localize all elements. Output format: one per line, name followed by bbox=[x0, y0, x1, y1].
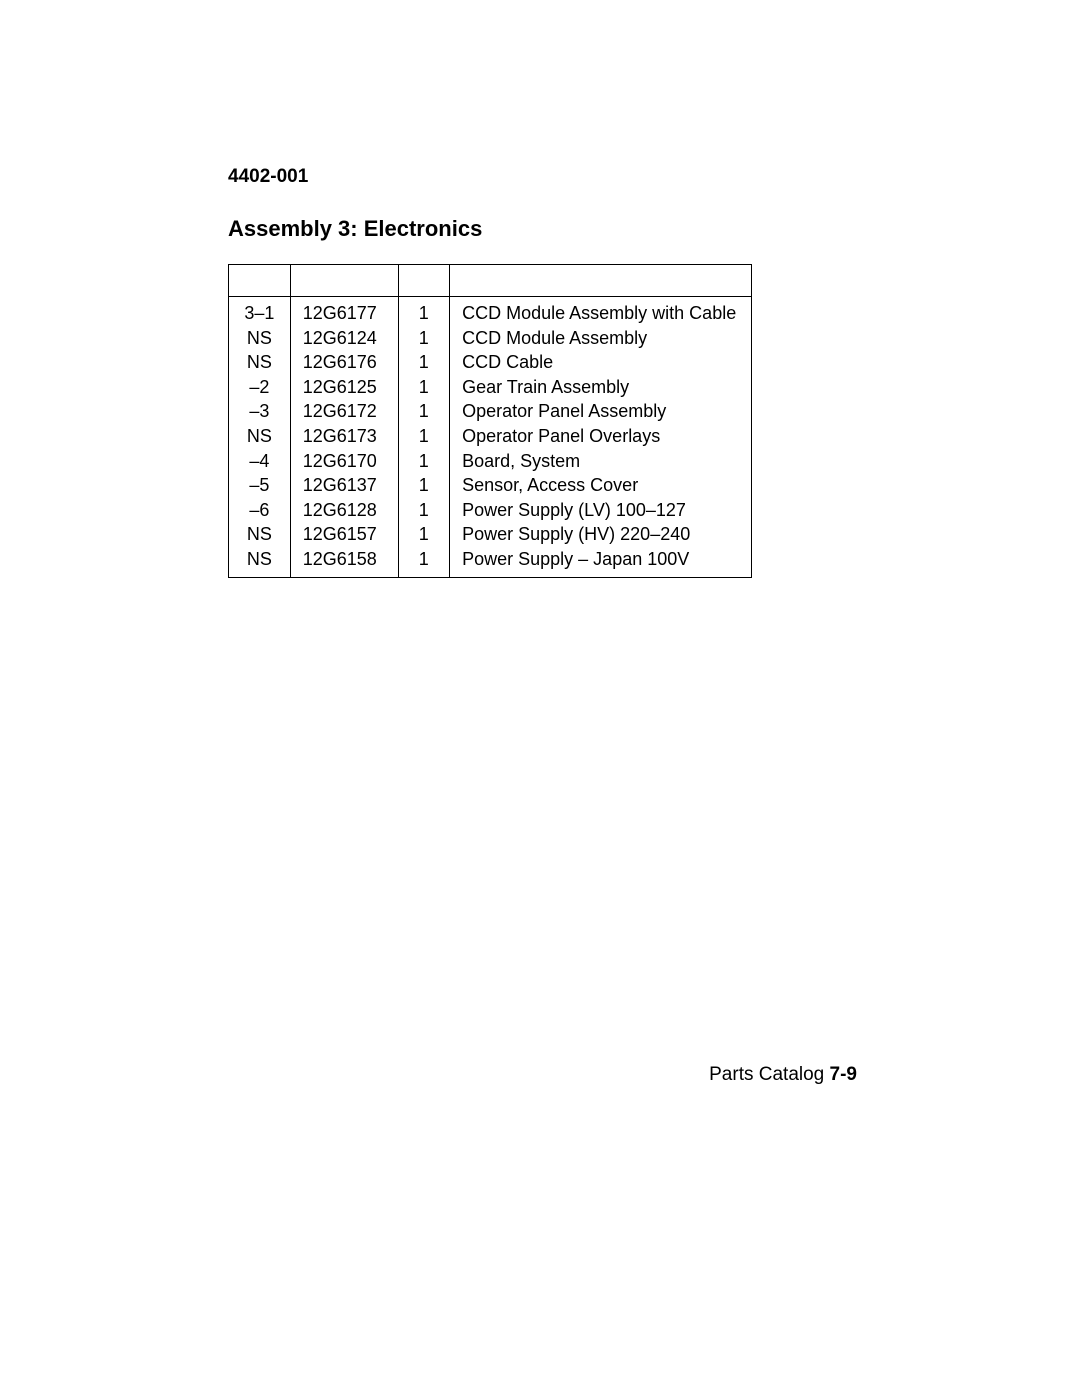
cell-part: 12G6157 bbox=[291, 522, 398, 547]
table-header-row bbox=[229, 265, 752, 297]
qty-column: 1 1 1 1 1 1 1 1 1 1 1 bbox=[398, 297, 450, 578]
cell-desc: CCD Cable bbox=[450, 350, 751, 375]
cell-qty: 1 bbox=[399, 547, 450, 572]
section-title: Assembly 3: Electronics bbox=[228, 216, 868, 242]
cell-index: –2 bbox=[229, 375, 290, 400]
cell-index: –3 bbox=[229, 399, 290, 424]
desc-list: CCD Module Assembly with Cable CCD Modul… bbox=[450, 301, 751, 572]
cell-part: 12G6137 bbox=[291, 473, 398, 498]
header-cell-part bbox=[290, 265, 398, 297]
cell-desc: Gear Train Assembly bbox=[450, 375, 751, 400]
cell-qty: 1 bbox=[399, 301, 450, 326]
cell-index: –5 bbox=[229, 473, 290, 498]
cell-index: 3–1 bbox=[229, 301, 290, 326]
desc-column: CCD Module Assembly with Cable CCD Modul… bbox=[450, 297, 752, 578]
cell-part: 12G6158 bbox=[291, 547, 398, 572]
table-body-row: 3–1 NS NS –2 –3 NS –4 –5 –6 NS NS 12G617… bbox=[229, 297, 752, 578]
cell-desc: Power Supply (LV) 100–127 bbox=[450, 498, 751, 523]
qty-list: 1 1 1 1 1 1 1 1 1 1 1 bbox=[399, 301, 450, 572]
cell-qty: 1 bbox=[399, 473, 450, 498]
cell-desc: Operator Panel Overlays bbox=[450, 424, 751, 449]
cell-desc: Operator Panel Assembly bbox=[450, 399, 751, 424]
cell-qty: 1 bbox=[399, 449, 450, 474]
cell-qty: 1 bbox=[399, 350, 450, 375]
header-cell-desc bbox=[450, 265, 752, 297]
cell-desc: Power Supply – Japan 100V bbox=[450, 547, 751, 572]
cell-desc: Power Supply (HV) 220–240 bbox=[450, 522, 751, 547]
cell-index: NS bbox=[229, 350, 290, 375]
cell-part: 12G6125 bbox=[291, 375, 398, 400]
cell-part: 12G6173 bbox=[291, 424, 398, 449]
footer-label: Parts Catalog bbox=[709, 1064, 824, 1085]
part-column: 12G6177 12G6124 12G6176 12G6125 12G6172 … bbox=[290, 297, 398, 578]
cell-index: NS bbox=[229, 424, 290, 449]
cell-qty: 1 bbox=[399, 375, 450, 400]
cell-qty: 1 bbox=[399, 399, 450, 424]
cell-part: 12G6128 bbox=[291, 498, 398, 523]
document-number: 4402-001 bbox=[228, 166, 868, 188]
cell-index: NS bbox=[229, 547, 290, 572]
header-cell-qty bbox=[398, 265, 450, 297]
page-footer: Parts Catalog 7-9 bbox=[709, 1064, 857, 1086]
cell-qty: 1 bbox=[399, 522, 450, 547]
cell-index: NS bbox=[229, 326, 290, 351]
cell-index: –6 bbox=[229, 498, 290, 523]
cell-index: –4 bbox=[229, 449, 290, 474]
cell-desc: CCD Module Assembly bbox=[450, 326, 751, 351]
footer-page-number: 7-9 bbox=[830, 1064, 857, 1085]
part-list: 12G6177 12G6124 12G6176 12G6125 12G6172 … bbox=[291, 301, 398, 572]
index-column: 3–1 NS NS –2 –3 NS –4 –5 –6 NS NS bbox=[229, 297, 291, 578]
cell-part: 12G6170 bbox=[291, 449, 398, 474]
cell-part: 12G6177 bbox=[291, 301, 398, 326]
cell-index: NS bbox=[229, 522, 290, 547]
parts-table: 3–1 NS NS –2 –3 NS –4 –5 –6 NS NS 12G617… bbox=[228, 264, 752, 578]
cell-qty: 1 bbox=[399, 326, 450, 351]
cell-part: 12G6124 bbox=[291, 326, 398, 351]
cell-qty: 1 bbox=[399, 498, 450, 523]
header-cell-index bbox=[229, 265, 291, 297]
cell-part: 12G6176 bbox=[291, 350, 398, 375]
cell-part: 12G6172 bbox=[291, 399, 398, 424]
index-list: 3–1 NS NS –2 –3 NS –4 –5 –6 NS NS bbox=[229, 301, 290, 572]
cell-desc: Board, System bbox=[450, 449, 751, 474]
cell-desc: CCD Module Assembly with Cable bbox=[450, 301, 751, 326]
cell-desc: Sensor, Access Cover bbox=[450, 473, 751, 498]
cell-qty: 1 bbox=[399, 424, 450, 449]
